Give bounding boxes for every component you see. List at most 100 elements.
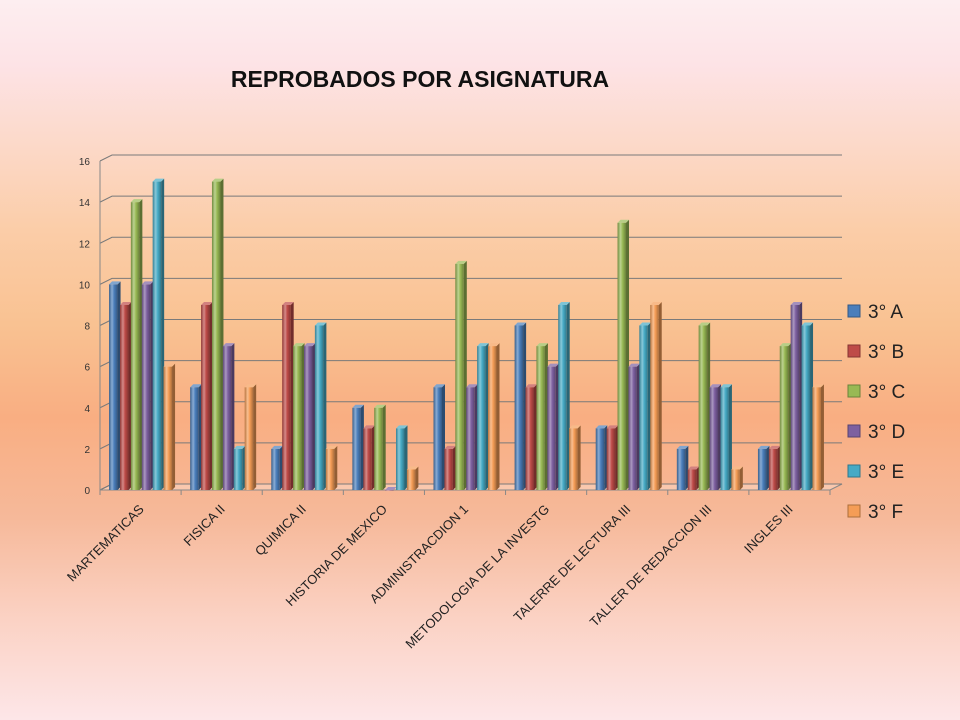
bar-side	[696, 466, 700, 490]
bar	[433, 384, 445, 490]
bar-top	[455, 260, 467, 264]
bar-top	[314, 322, 327, 326]
bar-front	[525, 387, 535, 490]
bar-side	[198, 384, 202, 490]
bar-front	[222, 346, 232, 490]
bar-top	[130, 199, 143, 203]
legend-label: 3° E	[868, 462, 904, 483]
bar	[233, 445, 246, 490]
bar-top	[676, 445, 689, 449]
bar	[141, 281, 154, 490]
bar	[569, 425, 581, 490]
bar	[709, 384, 722, 490]
bar-front	[547, 366, 556, 490]
bar-front	[109, 284, 118, 490]
bar-side	[658, 301, 662, 490]
bar-front	[514, 325, 524, 490]
legend-swatch	[847, 424, 861, 438]
bar-front	[163, 366, 173, 490]
bar-front	[757, 448, 767, 490]
y-tick-label: 16	[79, 157, 91, 168]
bar-front	[628, 366, 637, 490]
bar-side	[788, 343, 792, 490]
bar-front	[119, 304, 129, 490]
bar	[731, 466, 743, 490]
bar-front	[569, 428, 578, 490]
bar-top	[385, 487, 397, 490]
bar-top	[790, 301, 803, 305]
bar-front	[606, 428, 616, 490]
x-tick-label: METODOLOGIA DE LA INVESTG	[402, 502, 552, 652]
bar-front	[211, 181, 221, 490]
bar-side	[382, 404, 386, 490]
bar	[406, 466, 419, 490]
bar	[558, 301, 570, 490]
bar-top	[325, 445, 338, 449]
bar	[395, 425, 408, 490]
bar	[201, 301, 213, 490]
bar	[293, 343, 305, 490]
gridline	[99, 154, 842, 162]
bar-front	[374, 407, 383, 490]
bar-front	[190, 387, 199, 490]
y-tick-label: 12	[79, 239, 91, 250]
bar-side	[442, 384, 445, 490]
bar-top	[374, 404, 386, 408]
bar-side	[626, 219, 630, 490]
bar-top	[779, 343, 792, 347]
bar	[639, 322, 651, 490]
bar	[363, 425, 375, 490]
bar-top	[293, 343, 305, 347]
bar-side	[150, 281, 154, 490]
bar-side	[323, 322, 327, 490]
bar-front	[314, 325, 324, 490]
legend-label: 3° B	[868, 342, 904, 363]
bar	[801, 322, 814, 490]
bar-front	[536, 346, 545, 490]
bar-top	[514, 322, 527, 326]
bar	[628, 363, 640, 490]
legend-item: 3° C	[847, 382, 905, 403]
bar-front	[676, 448, 686, 490]
bar-top	[801, 322, 814, 326]
bar	[768, 445, 781, 490]
bar-side	[117, 281, 121, 490]
bar-front	[282, 304, 291, 490]
bar	[282, 301, 294, 490]
bar-front	[363, 428, 372, 490]
bar	[536, 343, 548, 490]
bar-top	[687, 466, 700, 470]
legend-label: 3° C	[868, 382, 905, 403]
bar-front	[201, 304, 210, 490]
bar	[303, 343, 316, 490]
bar-side	[739, 466, 743, 490]
bar-top	[757, 445, 770, 449]
bar	[190, 384, 202, 490]
bar-side	[810, 322, 814, 490]
bar-top	[639, 322, 651, 326]
bar-front	[801, 325, 811, 490]
legend-label: 3° F	[868, 502, 903, 523]
legend-label: 3° A	[868, 302, 903, 323]
bar-top	[363, 425, 375, 429]
bar-front	[455, 263, 464, 490]
bar	[109, 281, 121, 490]
bar-side	[685, 445, 689, 490]
bar	[525, 384, 538, 490]
bar-top	[282, 301, 294, 305]
bar-front	[244, 387, 254, 490]
bar-side	[312, 343, 316, 490]
bar-side	[474, 384, 478, 490]
bar-front	[385, 490, 394, 491]
bar-top	[709, 384, 722, 388]
bar-side	[718, 384, 722, 490]
bar	[547, 363, 559, 490]
bar	[163, 363, 176, 490]
bar-front	[444, 448, 453, 490]
bar-side	[279, 445, 283, 490]
bar	[466, 384, 478, 490]
bar-front	[152, 181, 162, 490]
bar-top	[698, 322, 711, 326]
bar-top	[201, 301, 213, 305]
bar-side	[766, 445, 770, 490]
